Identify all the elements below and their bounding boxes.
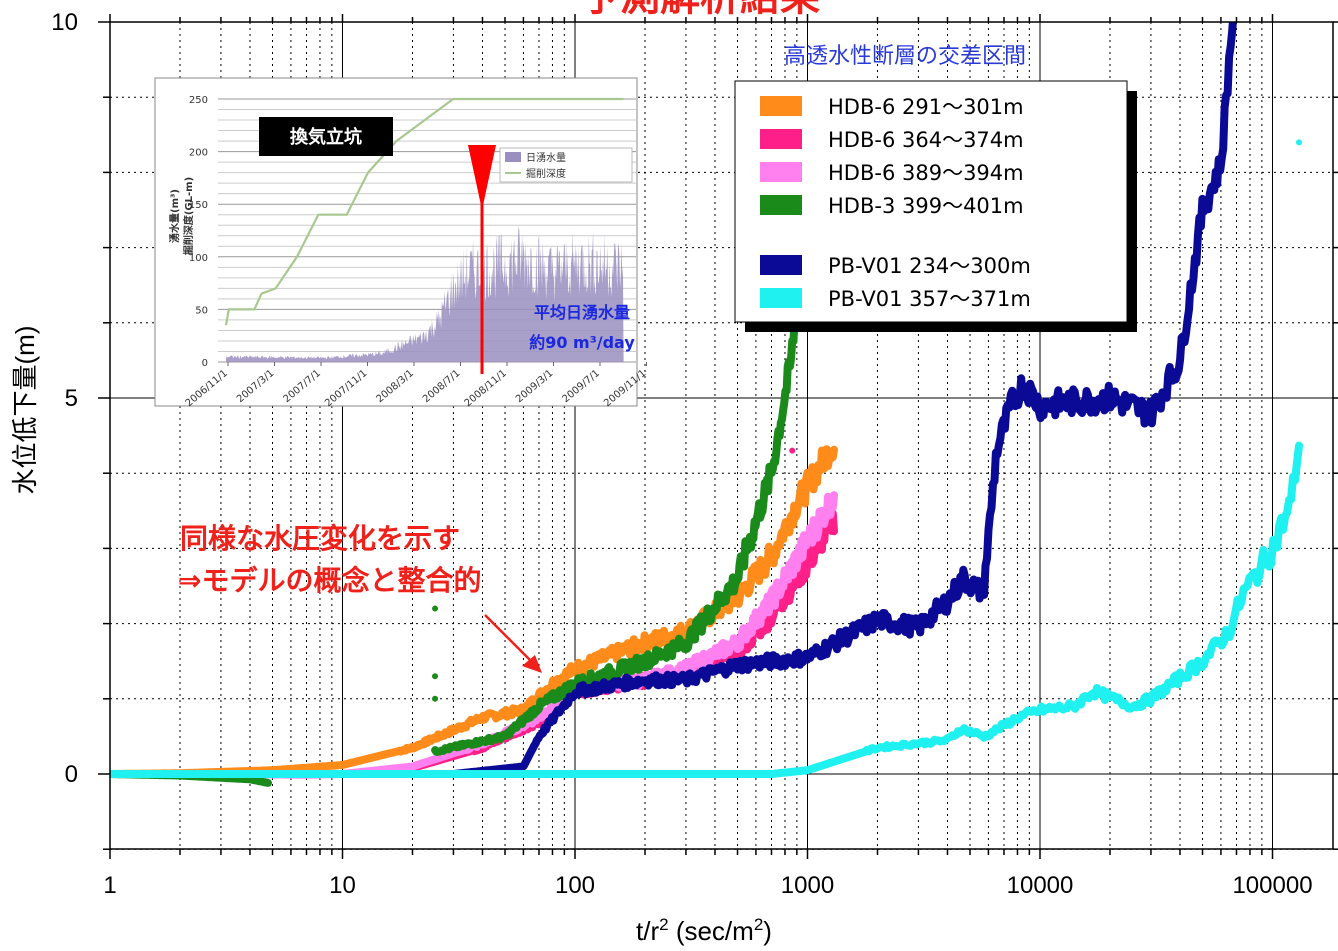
inset-title-box [259, 117, 393, 156]
inset-y-tick-label: 250 [189, 95, 208, 106]
x-tick-label: 10 [329, 872, 356, 899]
inset-ylabel-1: 湧水量(m³) [168, 189, 181, 243]
inset-y-tick-label: 200 [189, 148, 208, 159]
series-line-6 [110, 441, 1303, 778]
inset-title: 換気立坑 [290, 126, 362, 148]
inset-annotation-line1: 平均日湧水量 [534, 303, 630, 322]
inset-depth-line [224, 97, 624, 326]
outlier-point [789, 447, 796, 454]
outlier-point [1295, 139, 1302, 146]
x-axis-title: t/r2 (sec/m2) [636, 915, 772, 946]
legend-label-6: PB-V01 357〜371m [828, 287, 1031, 311]
outlier-point [432, 695, 439, 702]
legend-label-3: HDB-6 389〜394m [828, 161, 1024, 185]
x-tick-label: 10000 [1007, 872, 1074, 899]
legend-label-5: PB-V01 234〜300m [828, 254, 1031, 278]
chart-title: 予測解析結果 [580, 0, 820, 20]
inset-legend-swatch-1 [505, 152, 521, 162]
inset-legend-label-1: 日湧水量 [526, 152, 566, 164]
inset-ylabel-2: 掘削深度(GL-m) [182, 177, 195, 255]
data-series [110, 22, 1303, 787]
inset-inflow-area [226, 226, 624, 362]
inset-annotation-line2: 約90 m³/day [529, 333, 635, 352]
series-1 [110, 445, 838, 778]
outlier-point [432, 605, 439, 612]
legend-swatch-2 [760, 129, 802, 149]
legend-label-2: HDB-6 364〜374m [828, 128, 1024, 152]
legend-label-1: HDB-6 291〜301m [828, 95, 1024, 119]
legend-label-4: HDB-3 399〜401m [828, 194, 1024, 218]
legend-title: 高透水性断層の交差区間 [784, 44, 1026, 69]
x-tick-label: 100000 [1232, 872, 1312, 899]
annotation-line1: 同様な水圧変化を示す [180, 522, 460, 555]
series-line-1 [110, 445, 838, 778]
inset-y-tick-label: 150 [189, 200, 208, 211]
legend-swatch-3 [760, 162, 802, 182]
series-6 [110, 441, 1303, 778]
annotation-arrow [484, 614, 542, 673]
x-tick-label: 1 [103, 872, 116, 899]
legend-swatch-5 [760, 255, 802, 275]
x-tick-label: 100 [555, 872, 595, 899]
y-tick-label: 5 [65, 385, 78, 412]
inset-legend-label-2: 掘削深度 [526, 167, 566, 180]
legend-swatch-1 [760, 96, 802, 116]
inset-y-tick-label: 100 [189, 253, 208, 264]
outlier-point [432, 673, 439, 680]
inset-y-tick-label: 0 [202, 358, 208, 369]
legend-swatch-6 [760, 288, 802, 308]
legend: 高透水性断層の交差区間 HDB-6 291〜301m HDB-6 364〜374m… [734, 44, 1137, 332]
y-tick-label: 10 [51, 9, 78, 36]
plot-frame [109, 21, 1334, 850]
legend-swatch-4 [760, 195, 802, 215]
annotation-line2: ⇒モデルの概念と整合的 [178, 564, 481, 597]
inset-y-tick-label: 50 [195, 305, 208, 316]
y-tick-label: 0 [65, 761, 78, 788]
y-axis-title: 水位低下量(m) [10, 326, 40, 495]
inset-legend: 日湧水量 掘削深度 [499, 147, 633, 183]
x-tick-label: 1000 [781, 872, 834, 899]
